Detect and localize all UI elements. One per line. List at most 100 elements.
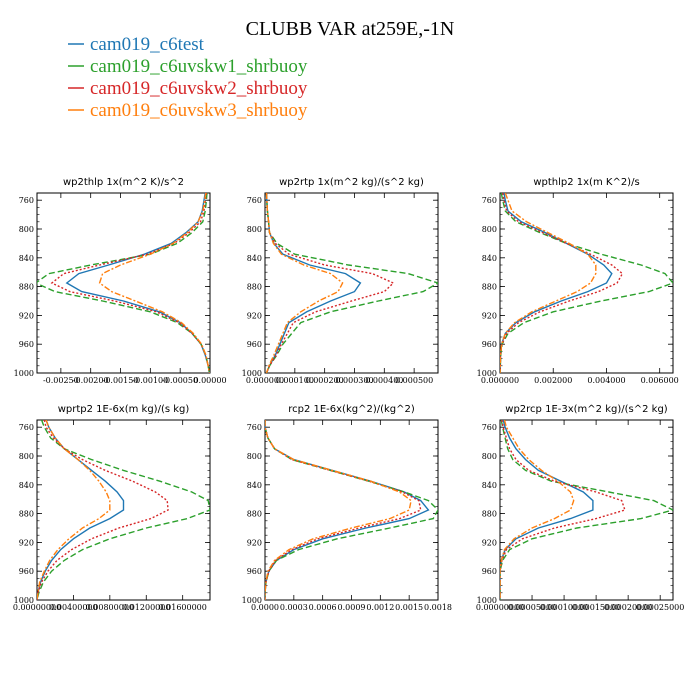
panel-title: wpthlp2 1x(m K^2)/s	[533, 177, 639, 188]
series-line-1	[500, 420, 673, 600]
series-line-3	[98, 193, 210, 373]
figure-title: CLUBB VAR at259E,-1N	[246, 18, 455, 40]
y-tick-label: 880	[19, 283, 34, 292]
series-line-1	[37, 420, 210, 600]
x-tick-label: 0.00015000	[572, 603, 620, 612]
x-tick-label: 0.004000	[587, 376, 625, 385]
x-tick-label: 0.0000	[251, 603, 279, 612]
panel-wp2thlp: wp2thlp 1x(m^2 K)/s^2 760 800 840 880 920 960 1…	[14, 177, 227, 385]
legend-entry-3: cam019_c6uvskw3_shrbuoy	[90, 100, 308, 121]
panels-grid: wp2thlp 1x(m^2 K)/s^2 760 800 840 880 920 960 1…	[13, 177, 685, 612]
x-tick-label: 0.0012	[366, 603, 394, 612]
y-tick-label: 960	[247, 567, 262, 576]
x-tick-label: 0.000500	[395, 376, 433, 385]
x-tick-label: 0.000000	[246, 376, 284, 385]
series-line-2	[265, 193, 395, 373]
series-line-1	[265, 193, 438, 373]
x-tick-label: 0.0015	[395, 603, 423, 612]
y-tick-label: 960	[19, 567, 34, 576]
y-tick-label: 840	[482, 481, 497, 490]
y-tick-label: 880	[247, 510, 262, 519]
panel-wp2rtp: wp2rtp 1x(m^2 kg)/(s^2 kg) 760 800 840 880 92…	[242, 177, 439, 385]
y-tick-label: 880	[247, 283, 262, 292]
series-line-2	[265, 420, 422, 600]
y-tick-label: 840	[19, 254, 34, 263]
panel-title: wp2thlp 1x(m^2 K)/s^2	[63, 177, 184, 188]
x-tick-label: 0.000200	[306, 376, 344, 385]
x-tick-label: 0.0006	[309, 603, 337, 612]
legend-entry-1: cam019_c6uvskw1_shrbuoy	[90, 56, 308, 77]
x-tick-label: 0.006000	[641, 376, 679, 385]
y-tick-label: 1000	[242, 596, 262, 605]
x-tick-label: -0.00050	[162, 376, 198, 385]
series-line-3	[500, 420, 575, 600]
series-line-0	[265, 420, 430, 600]
panel-title: wp2rtp 1x(m^2 kg)/(s^2 kg)	[279, 177, 424, 188]
panel-frame	[499, 419, 674, 601]
panel-rcp2: rcp2 1E-6x(kg^2)/(kg^2) 760 800 840 880 920 96…	[242, 404, 452, 612]
legend-entry-0: cam019_c6test	[90, 34, 205, 55]
y-tick-label: 920	[482, 311, 497, 320]
y-tick-label: 1000	[14, 369, 34, 378]
x-tick-label: 0.01600000	[159, 603, 207, 612]
y-tick-label: 760	[247, 423, 262, 432]
x-tick-label: 0.00020000	[604, 603, 652, 612]
y-tick-label: 760	[19, 423, 34, 432]
panel-frame	[264, 192, 439, 374]
panel-wprtp2: wprtp2 1E-6x(m kg)/(s kg) 760 800 840 880 920…	[13, 404, 211, 612]
y-tick-label: 1000	[477, 596, 497, 605]
series-line-1	[265, 420, 438, 600]
y-tick-label: 920	[19, 311, 34, 320]
panel-frame	[264, 419, 439, 601]
y-tick-label: 1000	[477, 369, 497, 378]
series-line-0	[65, 193, 210, 373]
y-tick-label: 800	[19, 452, 34, 461]
y-tick-label: 840	[482, 254, 497, 263]
x-tick-label: 0.01200000	[122, 603, 170, 612]
y-tick-label: 800	[247, 225, 262, 234]
x-tick-label: 0.0018	[424, 603, 452, 612]
y-tick-label: 920	[482, 538, 497, 547]
panel-wp2rcp: wp2rcp 1E-3x(m^2 kg)/(s^2 kg) 760 800 840 88…	[476, 404, 685, 612]
x-tick-label: -0.00200	[73, 376, 109, 385]
x-tick-label: 0.002000	[534, 376, 572, 385]
panel-frame	[36, 192, 211, 374]
x-tick-label: 0.000100	[276, 376, 314, 385]
y-tick-label: 760	[482, 423, 497, 432]
series-line-1	[37, 193, 210, 373]
y-tick-label: 960	[482, 567, 497, 576]
series-line-1	[500, 193, 673, 373]
y-tick-label: 960	[482, 340, 497, 349]
x-tick-label: 0.00000000	[476, 603, 524, 612]
panel-title: rcp2 1E-6x(kg^2)/(kg^2)	[288, 404, 415, 415]
y-tick-label: 920	[247, 538, 262, 547]
y-tick-label: 800	[482, 452, 497, 461]
panel-frame	[499, 192, 674, 374]
y-tick-label: 840	[19, 481, 34, 490]
series-line-3	[265, 193, 344, 373]
y-tick-label: 800	[247, 452, 262, 461]
y-tick-label: 800	[482, 225, 497, 234]
y-tick-label: 840	[247, 481, 262, 490]
x-tick-label: 0.0003	[280, 603, 308, 612]
y-tick-label: 760	[19, 196, 34, 205]
y-tick-label: 1000	[14, 596, 34, 605]
panel-wpthlp2: wpthlp2 1x(m K^2)/s 760 800 840 880 920 960 100…	[477, 177, 679, 385]
x-tick-label: 0.0009	[338, 603, 366, 612]
series-line-3	[500, 193, 597, 373]
series-line-3	[265, 420, 412, 600]
series-line-3	[37, 420, 111, 600]
x-tick-label: 0.00400000	[49, 603, 97, 612]
x-tick-label: -0.00100	[132, 376, 168, 385]
y-tick-label: 920	[19, 538, 34, 547]
series-line-0	[500, 420, 594, 600]
y-tick-label: 760	[247, 196, 262, 205]
x-tick-label: 0.00800000	[86, 603, 134, 612]
series-line-0	[500, 193, 613, 373]
y-tick-label: 920	[247, 311, 262, 320]
legend-entry-2: cam019_c6uvskw2_shrbuoy	[90, 78, 308, 99]
legend: cam019_c6testcam019_c6uvskw1_shrbuoycam0…	[68, 34, 308, 121]
y-tick-label: 960	[247, 340, 262, 349]
x-tick-label: 0.000300	[335, 376, 373, 385]
